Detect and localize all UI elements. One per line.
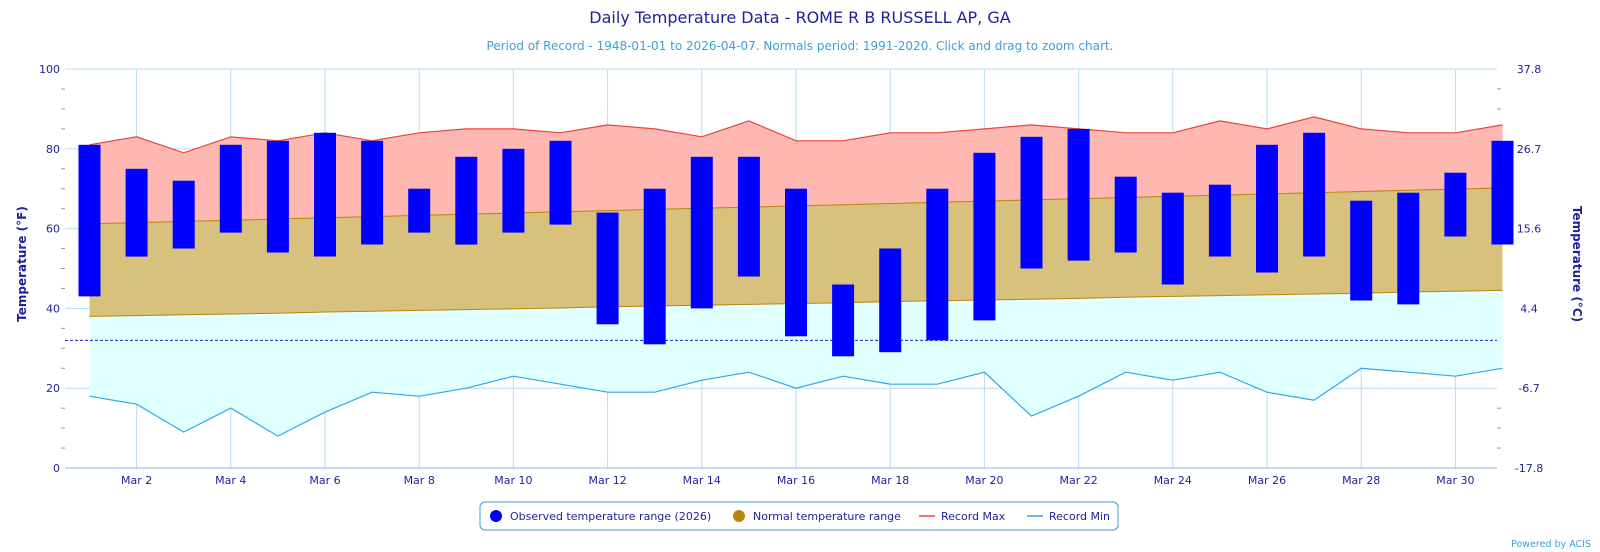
observed-bar (408, 188, 431, 233)
observed-bar (502, 148, 525, 233)
observed-bar (1397, 192, 1420, 305)
observed-bar (361, 140, 384, 245)
observed-bar (737, 156, 760, 277)
y-tick-label-right: 26.7 (1517, 143, 1542, 156)
observed-bar (549, 140, 572, 225)
observed-bar (1350, 200, 1373, 301)
record-min-band (89, 290, 1503, 437)
observed-bar (314, 132, 336, 257)
y-tick-label-right: -6.7 (1518, 382, 1539, 395)
x-tick-label: Mar 14 (683, 474, 721, 487)
x-tick-label: Mar 2 (121, 474, 152, 487)
observed-bar (455, 156, 478, 245)
legend: Observed temperature range (2026) Normal … (479, 501, 1119, 531)
y-tick-label-left: 20 (46, 382, 60, 395)
x-tick-label: Mar 4 (215, 474, 246, 487)
y-tick-label-left: 0 (53, 462, 60, 475)
observed-bar (879, 248, 902, 353)
y-tick-label-left: 100 (39, 63, 60, 76)
x-tick-label: Mar 12 (588, 474, 626, 487)
y-tick-label-left: 40 (46, 302, 60, 315)
observed-bar (172, 180, 195, 249)
x-tick-label: Mar 24 (1154, 474, 1192, 487)
observed-bar (785, 188, 807, 337)
legend-box (479, 501, 1119, 531)
record-max-band (89, 116, 1503, 224)
observed-bar (832, 284, 855, 357)
legend-symbol (490, 510, 502, 522)
y-axis-title-right: Temperature (°C) (1570, 206, 1584, 322)
credits-link[interactable]: Powered by ACIS (1511, 539, 1591, 550)
y-tick-label-left: 60 (46, 223, 60, 236)
observed-bar (1208, 184, 1231, 257)
x-tick-label: Mar 6 (309, 474, 340, 487)
x-tick-label: Mar 18 (871, 474, 909, 487)
legend-item-label: Record Max (941, 510, 1006, 523)
observed-bar (596, 212, 619, 325)
observed-bar (78, 144, 101, 297)
legend-item-label: Observed temperature range (2026) (510, 510, 711, 523)
observed-bar (690, 156, 713, 309)
x-tick-label: Mar 28 (1342, 474, 1380, 487)
observed-bar (1256, 144, 1278, 273)
x-tick-label: Mar 26 (1248, 474, 1286, 487)
observed-bar (1444, 172, 1467, 237)
y-tick-label-right: 4.4 (1520, 302, 1538, 315)
observed-bar (1067, 128, 1090, 261)
x-tick-label: Mar 30 (1436, 474, 1474, 487)
observed-bar (1020, 136, 1043, 269)
y-tick-label-right: 15.6 (1517, 223, 1542, 236)
legend-item-label: Normal temperature range (753, 510, 901, 523)
chart-title: Daily Temperature Data - ROME R B RUSSEL… (589, 8, 1010, 27)
observed-bar (1491, 140, 1514, 245)
observed-bar (219, 144, 242, 233)
record-min-line (89, 367, 1503, 437)
y-axis-title-left: Temperature (°F) (15, 206, 29, 322)
observed-bar (266, 140, 289, 253)
y-tick-label-right: -17.8 (1515, 462, 1543, 475)
observed-bar (1161, 192, 1184, 285)
y-tick-label-right: 37.8 (1517, 63, 1542, 76)
y-tick-label-left: 80 (46, 143, 60, 156)
x-tick-label: Mar 22 (1059, 474, 1097, 487)
observed-bar (643, 188, 666, 345)
x-tick-label: Mar 10 (494, 474, 532, 487)
observed-bar (1303, 132, 1326, 257)
x-tick-label: Mar 20 (965, 474, 1003, 487)
x-tick-label: Mar 8 (404, 474, 435, 487)
legend-item-label: Record Min (1049, 510, 1110, 523)
observed-bar (1114, 176, 1137, 253)
x-tick-label: Mar 16 (777, 474, 815, 487)
legend-symbol (733, 510, 745, 522)
axes: 0 20 40 60 80 100 -17.8 -6.7 4.4 15.6 26.7 37.8 Mar … (39, 63, 1543, 487)
chart-subtitle: Period of Record - 1948-01-01 to 2026-04… (487, 39, 1114, 53)
observed-bar (125, 168, 148, 257)
observed-bars (78, 128, 1514, 357)
observed-bar (973, 152, 996, 321)
observed-bar (926, 188, 949, 341)
